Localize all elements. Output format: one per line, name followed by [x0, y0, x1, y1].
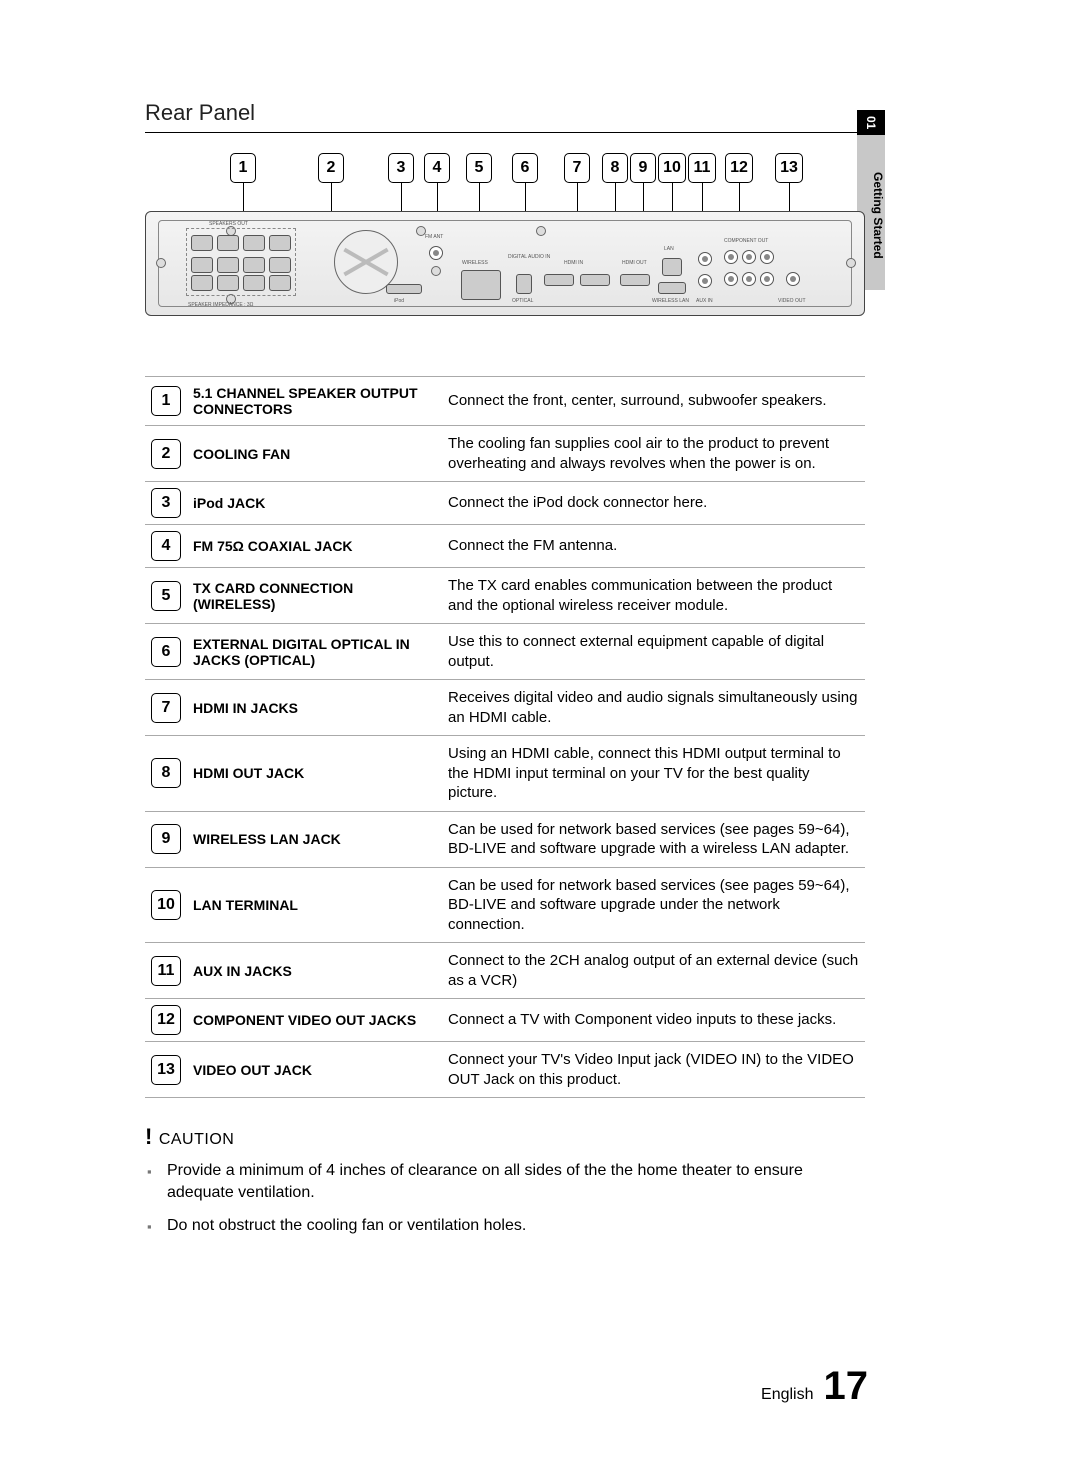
footer-language: English	[761, 1386, 813, 1404]
callout-13: 13	[775, 153, 803, 183]
table-row: 11AUX IN JACKSConnect to the 2CH analog …	[145, 943, 865, 999]
page-content: Rear Panel 1 2 3 4 5 6 7 8 9 10 11 12 13	[145, 100, 935, 1247]
table-row: 15.1 CHANNEL SPEAKER OUTPUT CONNECTORSCo…	[145, 377, 865, 426]
legend-table: 15.1 CHANNEL SPEAKER OUTPUT CONNECTORSCo…	[145, 376, 865, 1098]
optical-in-jack	[516, 274, 532, 294]
hdmi-out	[620, 274, 650, 286]
callout-1: 1	[230, 153, 256, 183]
warning-icon: !	[145, 1124, 153, 1149]
callout-7: 7	[564, 153, 590, 183]
legend-body: 15.1 CHANNEL SPEAKER OUTPUT CONNECTORSCo…	[145, 377, 865, 1098]
section-title: Rear Panel	[145, 100, 865, 133]
callout-5: 5	[466, 153, 492, 183]
speaker-connector-block: SPEAKERS OUT	[186, 228, 296, 296]
table-row: 6EXTERNAL DIGITAL OPTICAL IN JACKS (OPTI…	[145, 624, 865, 680]
table-row: 13VIDEO OUT JACKConnect your TV's Video …	[145, 1042, 865, 1098]
caution-item: Provide a minimum of 4 inches of clearan…	[145, 1160, 865, 1205]
table-row: 7HDMI IN JACKSReceives digital video and…	[145, 680, 865, 736]
table-row: 9WIRELESS LAN JACKCan be used for networ…	[145, 811, 865, 867]
lan-port	[662, 258, 682, 276]
page-footer: English 17	[761, 1364, 868, 1409]
caution-heading: !CAUTION	[145, 1124, 865, 1150]
table-row: 4FM 75Ω COAXIAL JACKConnect the FM anten…	[145, 525, 865, 568]
table-row: 5TX CARD CONNECTION (WIRELESS)The TX car…	[145, 568, 865, 624]
page-number: 17	[824, 1364, 869, 1409]
ipod-jack	[386, 284, 422, 294]
callout-10: 10	[658, 153, 686, 183]
hdmi-in-1	[544, 274, 574, 286]
callout-3: 3	[388, 153, 414, 183]
callout-row: 1 2 3 4 5 6 7 8 9 10 11 12 13	[145, 153, 935, 203]
fm-jack	[429, 246, 443, 260]
callout-12: 12	[725, 153, 753, 183]
table-row: 2COOLING FANThe cooling fan supplies coo…	[145, 426, 865, 482]
table-row: 8HDMI OUT JACKUsing an HDMI cable, conne…	[145, 736, 865, 812]
rear-panel-diagram: SPEAKERS OUT SPEAKER IMPEDANCE : 3Ω FM A…	[145, 211, 865, 316]
callout-6: 6	[512, 153, 538, 183]
callout-4: 4	[424, 153, 450, 183]
wireless-lan-port	[658, 282, 686, 294]
callout-11: 11	[688, 153, 716, 183]
table-row: 12COMPONENT VIDEO OUT JACKSConnect a TV …	[145, 999, 865, 1042]
callout-9: 9	[630, 153, 656, 183]
callout-8: 8	[602, 153, 628, 183]
table-row: 10LAN TERMINALCan be used for network ba…	[145, 867, 865, 943]
callout-2: 2	[318, 153, 344, 183]
hdmi-in-2	[580, 274, 610, 286]
caution-item: Do not obstruct the cooling fan or venti…	[145, 1215, 865, 1237]
tx-card-slot	[461, 270, 501, 300]
caution-block: !CAUTION Provide a minimum of 4 inches o…	[145, 1124, 865, 1237]
table-row: 3iPod JACKConnect the iPod dock connecto…	[145, 482, 865, 525]
